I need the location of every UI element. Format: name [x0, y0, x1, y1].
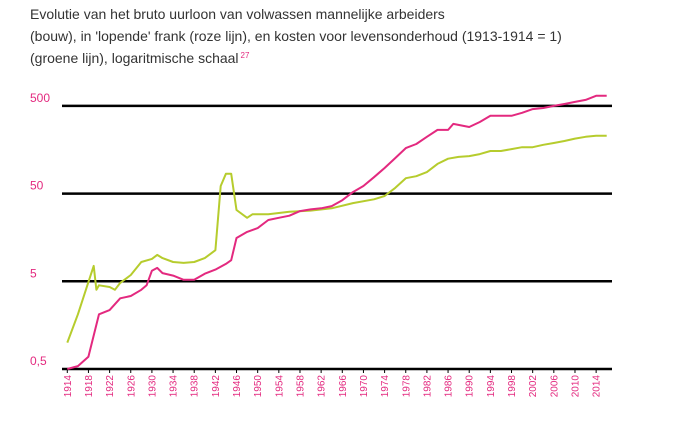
- line-series: [66, 134, 607, 343]
- x-tick-label: 1958: [295, 375, 306, 398]
- footnote-ref: 27: [241, 51, 250, 60]
- x-tick-label: 2010: [570, 375, 581, 398]
- chart-title: (bouw), in 'lopende' frank (roze lijn), …: [30, 28, 562, 44]
- x-tick-label: 1990: [465, 375, 476, 398]
- x-tick-label: 1974: [380, 375, 391, 398]
- x-tick-label: 1934: [169, 375, 180, 398]
- x-tick-label: 2014: [592, 375, 603, 398]
- x-tick-label: 1922: [105, 375, 116, 398]
- x-tick-label: 1950: [253, 375, 264, 398]
- x-tick-label: 1978: [401, 375, 412, 398]
- x-tick-label: 1998: [507, 375, 518, 398]
- y-tick-label: 500: [30, 91, 50, 105]
- x-tick-label: 1918: [84, 375, 95, 398]
- x-tick-label: 1914: [63, 375, 74, 398]
- y-tick-label: 50: [30, 179, 44, 193]
- chart-title: Evolutie van het bruto uurloon van volwa…: [30, 6, 445, 22]
- x-tick-label: 1982: [422, 375, 433, 398]
- x-tick-label: 1954: [274, 375, 285, 398]
- line-series: [67, 94, 607, 370]
- chart-title: (groene lijn), logaritmische schaal 27: [30, 50, 250, 66]
- x-tick-label: 1926: [126, 375, 137, 398]
- x-tick-label: 2006: [549, 375, 560, 398]
- x-tick-label: 1946: [232, 375, 243, 398]
- x-tick-label: 1962: [317, 375, 328, 398]
- x-tick-label: 1970: [359, 375, 370, 398]
- y-tick-label: 5: [30, 266, 37, 280]
- x-tick-label: 1966: [338, 375, 349, 398]
- x-tick-label: 1994: [486, 375, 497, 398]
- y-tick-label: 0,5: [30, 354, 47, 368]
- x-tick-label: 1930: [147, 375, 158, 398]
- x-tick-label: 1986: [444, 375, 455, 398]
- x-tick-label: 1938: [190, 375, 201, 398]
- x-tick-label: 1942: [211, 375, 222, 398]
- chart-title-line: (groene lijn), logaritmische schaal: [30, 50, 239, 66]
- x-tick-label: 2002: [528, 375, 539, 398]
